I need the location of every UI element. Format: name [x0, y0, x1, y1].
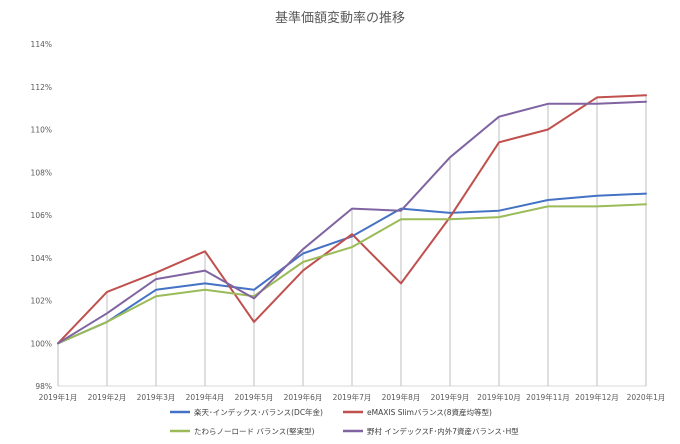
x-tick-label: 2019年9月 [431, 392, 470, 402]
legend: 楽天･インデックス･バランス(DC年金) eMAXIS Slimバランス(8資産均… [170, 407, 519, 436]
y-tick-label: 100% [31, 339, 52, 348]
series-line-3 [57, 203, 647, 345]
y-tick-label: 106% [31, 211, 52, 220]
drop-lines [57, 95, 647, 386]
series-layer [57, 94, 647, 345]
y-tick-label: 104% [31, 254, 52, 263]
x-tick-label: 2020年1月 [627, 392, 666, 402]
x-tick-label: 2019年8月 [382, 392, 421, 402]
legend-label: eMAXIS Slimバランス(8資産均等型) [367, 407, 492, 417]
legend-label: 楽天･インデックス･バランス(DC年金) [194, 407, 323, 417]
y-tick-label: 108% [31, 168, 52, 177]
legend-label: 野村 インデックスF･内外7資産バランス･H型 [367, 426, 519, 436]
y-tick-label: 98% [35, 382, 52, 391]
x-tick-label: 2019年6月 [284, 392, 323, 402]
x-tick-label: 2019年10月 [477, 392, 521, 402]
y-tick-label: 114% [31, 40, 52, 49]
y-tick-label: 112% [31, 83, 52, 92]
x-tick-label: 2019年5月 [235, 392, 274, 402]
x-tick-label: 2019年7月 [333, 392, 372, 402]
series-line-2 [57, 94, 647, 345]
y-tick-label: 102% [31, 297, 52, 306]
x-tick-label: 2019年2月 [88, 392, 127, 402]
x-tick-label: 2019年1月 [39, 392, 78, 402]
series-line-1 [57, 192, 647, 345]
series-line-4 [57, 100, 647, 345]
axis-layer: 98% 100% 102% 104% 106% 108% 110% 112% 114% 2019年… [31, 40, 666, 402]
chart-title: 基準価額変動率の推移 [275, 10, 405, 26]
y-tick-label: 110% [31, 126, 52, 135]
legend-label: たわらノーロード バランス(堅実型) [194, 426, 315, 436]
x-tick-label: 2019年11月 [526, 392, 570, 402]
x-tick-label: 2019年4月 [186, 392, 225, 402]
x-tick-label: 2019年12月 [575, 392, 619, 402]
x-tick-label: 2019年3月 [137, 392, 176, 402]
